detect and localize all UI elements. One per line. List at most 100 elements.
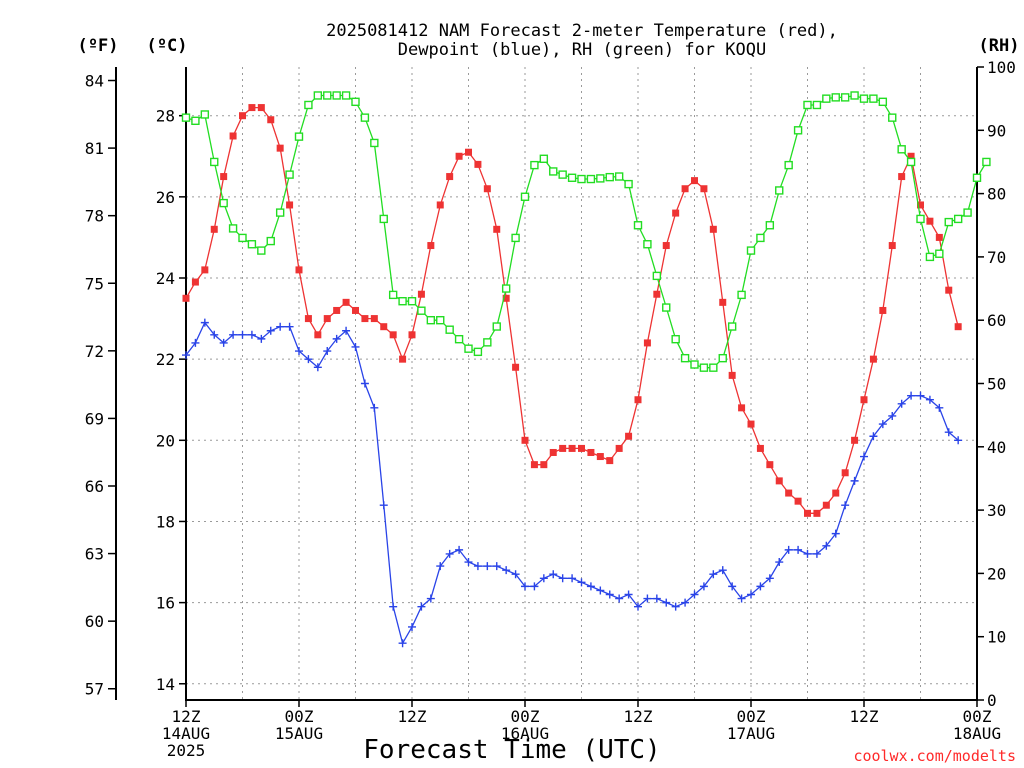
rh-point (878, 97, 888, 107)
rh-point (888, 113, 897, 122)
rh-point (614, 172, 624, 181)
rh-point (483, 338, 492, 347)
temperature-point (295, 266, 303, 274)
dewpoint-point (266, 326, 275, 335)
dewpoint-point (624, 590, 633, 599)
temperature-point (380, 323, 388, 331)
temperature-point (568, 444, 576, 452)
temperature-point (851, 436, 859, 444)
temperature-point (465, 148, 472, 156)
temperature-point (935, 233, 943, 241)
temperature-point (709, 225, 717, 233)
dewpoint-point (860, 452, 868, 461)
rh-tick-label: 10 (987, 628, 1006, 647)
temperature-point (945, 286, 953, 294)
dewpoint-point (878, 420, 887, 429)
temperature-point (719, 298, 727, 306)
grid-lines (186, 67, 977, 700)
dewpoint-point (775, 558, 784, 567)
dewpoint-point (954, 436, 963, 445)
rh-point (567, 173, 577, 182)
fahrenheit-tick-label: 66 (85, 477, 104, 496)
rh-point (982, 157, 991, 167)
dewpoint-point (916, 391, 925, 400)
rh-point (379, 214, 388, 224)
rh-point (624, 179, 633, 189)
dewpoint-point (586, 582, 595, 591)
dewpoint-point (605, 590, 614, 599)
fahrenheit-tick-label: 57 (85, 680, 104, 699)
rh-point (388, 290, 398, 300)
rh-point (840, 93, 850, 102)
rh-point (662, 303, 671, 312)
rh-point (445, 325, 454, 334)
rh-tick-label: 70 (987, 248, 1006, 267)
rh-line (185, 94, 987, 369)
dewpoint-point (445, 549, 454, 558)
temperature-point (370, 315, 378, 323)
celsius-tick-label: 16 (156, 594, 175, 613)
x-tick-label: 17AUG (727, 724, 775, 743)
rh-point (257, 246, 266, 255)
temperature-point (559, 444, 567, 452)
temperature-point (634, 396, 642, 404)
temperature-point (813, 509, 821, 517)
rh-point (596, 174, 605, 183)
plot-frame (185, 67, 978, 701)
dewpoint-point (935, 403, 944, 412)
dewpoint-point (841, 501, 850, 510)
temperature-point (869, 355, 877, 363)
temperature-line (185, 106, 959, 514)
dewpoint-point (285, 322, 294, 331)
x-tick-label: 12Z (850, 707, 879, 726)
temperature-point (804, 509, 811, 517)
temperature-point (643, 339, 651, 347)
rh-tick-label: 100 (987, 58, 1016, 77)
dewpoint-point (831, 529, 840, 538)
dewpoint-point (323, 347, 332, 356)
temperature-point (822, 501, 830, 509)
rh-point (285, 170, 294, 179)
dewpoint-point (360, 379, 369, 388)
fahrenheit-unit-label: (ºF) (78, 36, 119, 56)
temperature-point (728, 371, 736, 379)
dewpoint-point (652, 594, 661, 603)
rh-point (916, 214, 925, 224)
temperature-point (587, 448, 595, 456)
temperature-point (917, 201, 924, 209)
celsius-tick-label: 22 (156, 350, 175, 369)
dewpoint-point (812, 549, 821, 558)
rh-tick-label: 90 (987, 121, 1006, 140)
rh-point (822, 94, 831, 103)
x-tick-label: 12Z (624, 707, 653, 726)
chart-title-line2: Dewpoint (blue), RH (green) for KOQU (398, 40, 766, 60)
temperature-point (267, 116, 275, 124)
rh-point (539, 154, 549, 163)
rh-point (775, 186, 784, 195)
dewpoint-point (247, 330, 256, 339)
rh-point (492, 322, 501, 331)
rh-point (228, 224, 238, 233)
temperature-point (907, 152, 915, 160)
rh-point (436, 316, 445, 325)
dewpoint-point (464, 558, 473, 567)
dewpoint-point (907, 391, 916, 400)
dewpoint-point (313, 363, 322, 372)
rh-point (803, 100, 812, 110)
rh-tick-label: 60 (987, 311, 1006, 330)
rh-point (586, 174, 596, 184)
rh-point (238, 233, 247, 243)
rh-point (671, 334, 680, 344)
dewpoint-point (492, 562, 501, 571)
rh-point (906, 157, 916, 167)
credit-link[interactable]: coolwx.com/modelts (853, 747, 1016, 765)
rh-point (313, 91, 323, 100)
dewpoint-point (276, 322, 285, 331)
rh-point (549, 167, 558, 176)
dewpoint-point (803, 549, 812, 558)
rh-point (323, 91, 332, 100)
dewpoint-point (342, 326, 351, 335)
temperature-point (502, 294, 510, 302)
temperature-point (333, 306, 341, 314)
dewpoint-point (191, 338, 200, 347)
